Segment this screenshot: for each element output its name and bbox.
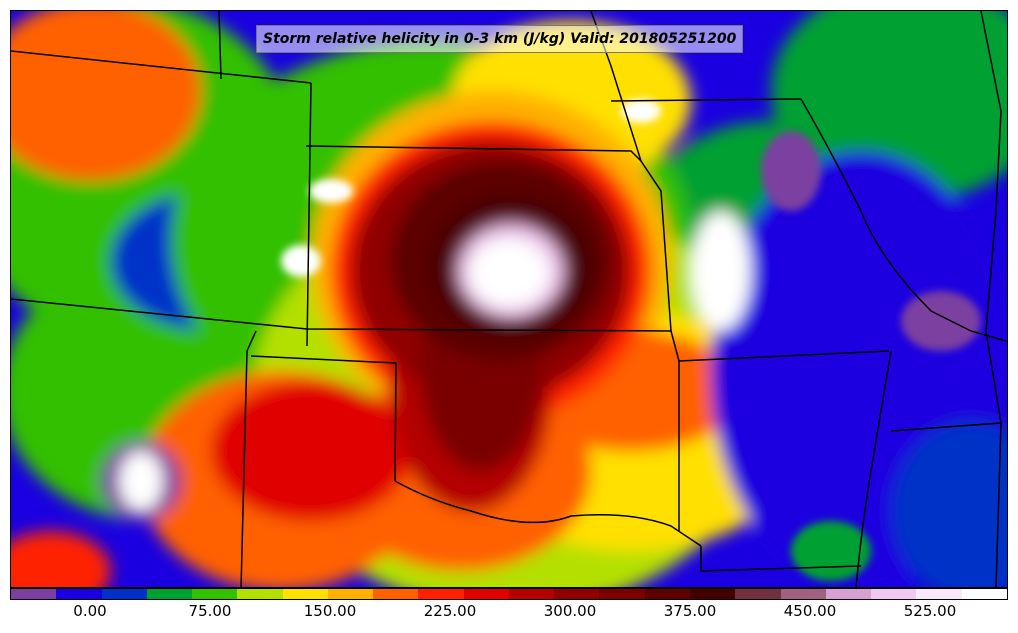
- colorbar-tick-label: 225.00: [423, 602, 477, 620]
- colorbar-swatch: [327, 589, 374, 599]
- colorbar-swatch: [11, 589, 57, 599]
- colorbar-swatch: [418, 589, 464, 599]
- colorbar-tick-label: 75.00: [188, 602, 232, 620]
- colorbar-tick-label: 300.00: [543, 602, 597, 620]
- helicity-field: [11, 11, 1007, 587]
- colorbar-swatch: [463, 589, 509, 599]
- colorbar-swatch: [192, 589, 238, 599]
- colorbar-swatch: [373, 589, 419, 599]
- helicity-map: Storm relative helicity in 0-3 km (J/kg)…: [10, 10, 1008, 588]
- colorbar: [10, 588, 1008, 600]
- map-canvas: [11, 11, 1007, 587]
- map-title: Storm relative helicity in 0-3 km (J/kg)…: [256, 25, 744, 53]
- colorbar-swatch: [508, 589, 555, 599]
- colorbar-swatch: [101, 589, 147, 599]
- colorbar-swatch: [871, 589, 917, 599]
- colorbar-ticks: 0.00 75.00 150.00 225.00 300.00 375.00 450.00 5…: [10, 602, 1008, 626]
- colorbar-swatch: [780, 589, 826, 599]
- colorbar-swatch: [825, 589, 872, 599]
- colorbar-swatch: [56, 589, 102, 599]
- colorbar-tick-label: 525.00: [903, 602, 957, 620]
- colorbar-swatch: [282, 589, 328, 599]
- colorbar-tick-label: 0.00: [73, 602, 107, 620]
- colorbar-swatch: [237, 589, 283, 599]
- colorbar-swatch: [735, 589, 781, 599]
- colorbar-swatch: [599, 589, 645, 599]
- colorbar-swatch: [146, 589, 193, 599]
- colorbar-tick-label: 150.00: [303, 602, 357, 620]
- colorbar-swatch: [644, 589, 690, 599]
- colorbar-swatch: [916, 589, 962, 599]
- colorbar-tick-label: 375.00: [663, 602, 717, 620]
- colorbar-swatch: [689, 589, 736, 599]
- colorbar-swatch: [554, 589, 600, 599]
- colorbar-tick-label: 450.00: [783, 602, 837, 620]
- state-borders: [11, 11, 1007, 587]
- colorbar-swatch: [961, 589, 1007, 599]
